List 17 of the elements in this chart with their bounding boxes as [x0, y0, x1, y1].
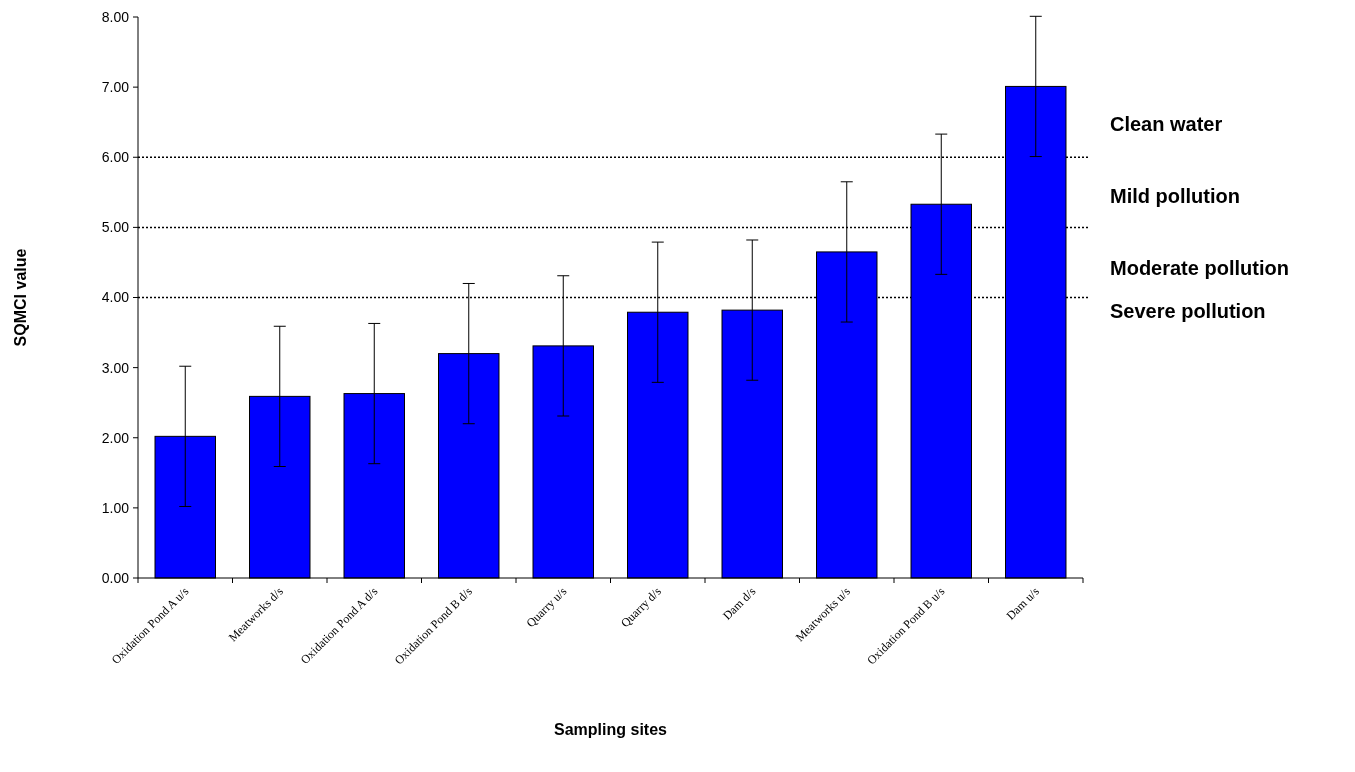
y-tick-label: 6.00	[101, 149, 130, 166]
y-tick-label: 1.00	[101, 499, 130, 516]
y-tick-label: 5.00	[101, 219, 130, 236]
text: Clean water	[1110, 113, 1223, 135]
y-tick-label: 8.00	[101, 8, 130, 25]
x-tick-label: Dam d/s	[719, 584, 759, 623]
x-tick-label: Dam u/s	[1003, 584, 1043, 623]
y-axis-title: SQMCI value	[12, 248, 29, 347]
y-tick-label: 4.00	[101, 289, 130, 306]
y-tick-label: 7.00	[101, 79, 130, 96]
text: Mild pollution	[1110, 185, 1240, 207]
y-tick-label: 3.00	[101, 359, 130, 376]
y-tick-label: 0.00	[101, 569, 130, 586]
x-axis-title: Sampling sites	[554, 721, 668, 738]
text: Severe pollution	[1110, 300, 1266, 322]
y-tick-label: 2.00	[101, 429, 130, 446]
text: Moderate pollution	[1110, 257, 1289, 279]
